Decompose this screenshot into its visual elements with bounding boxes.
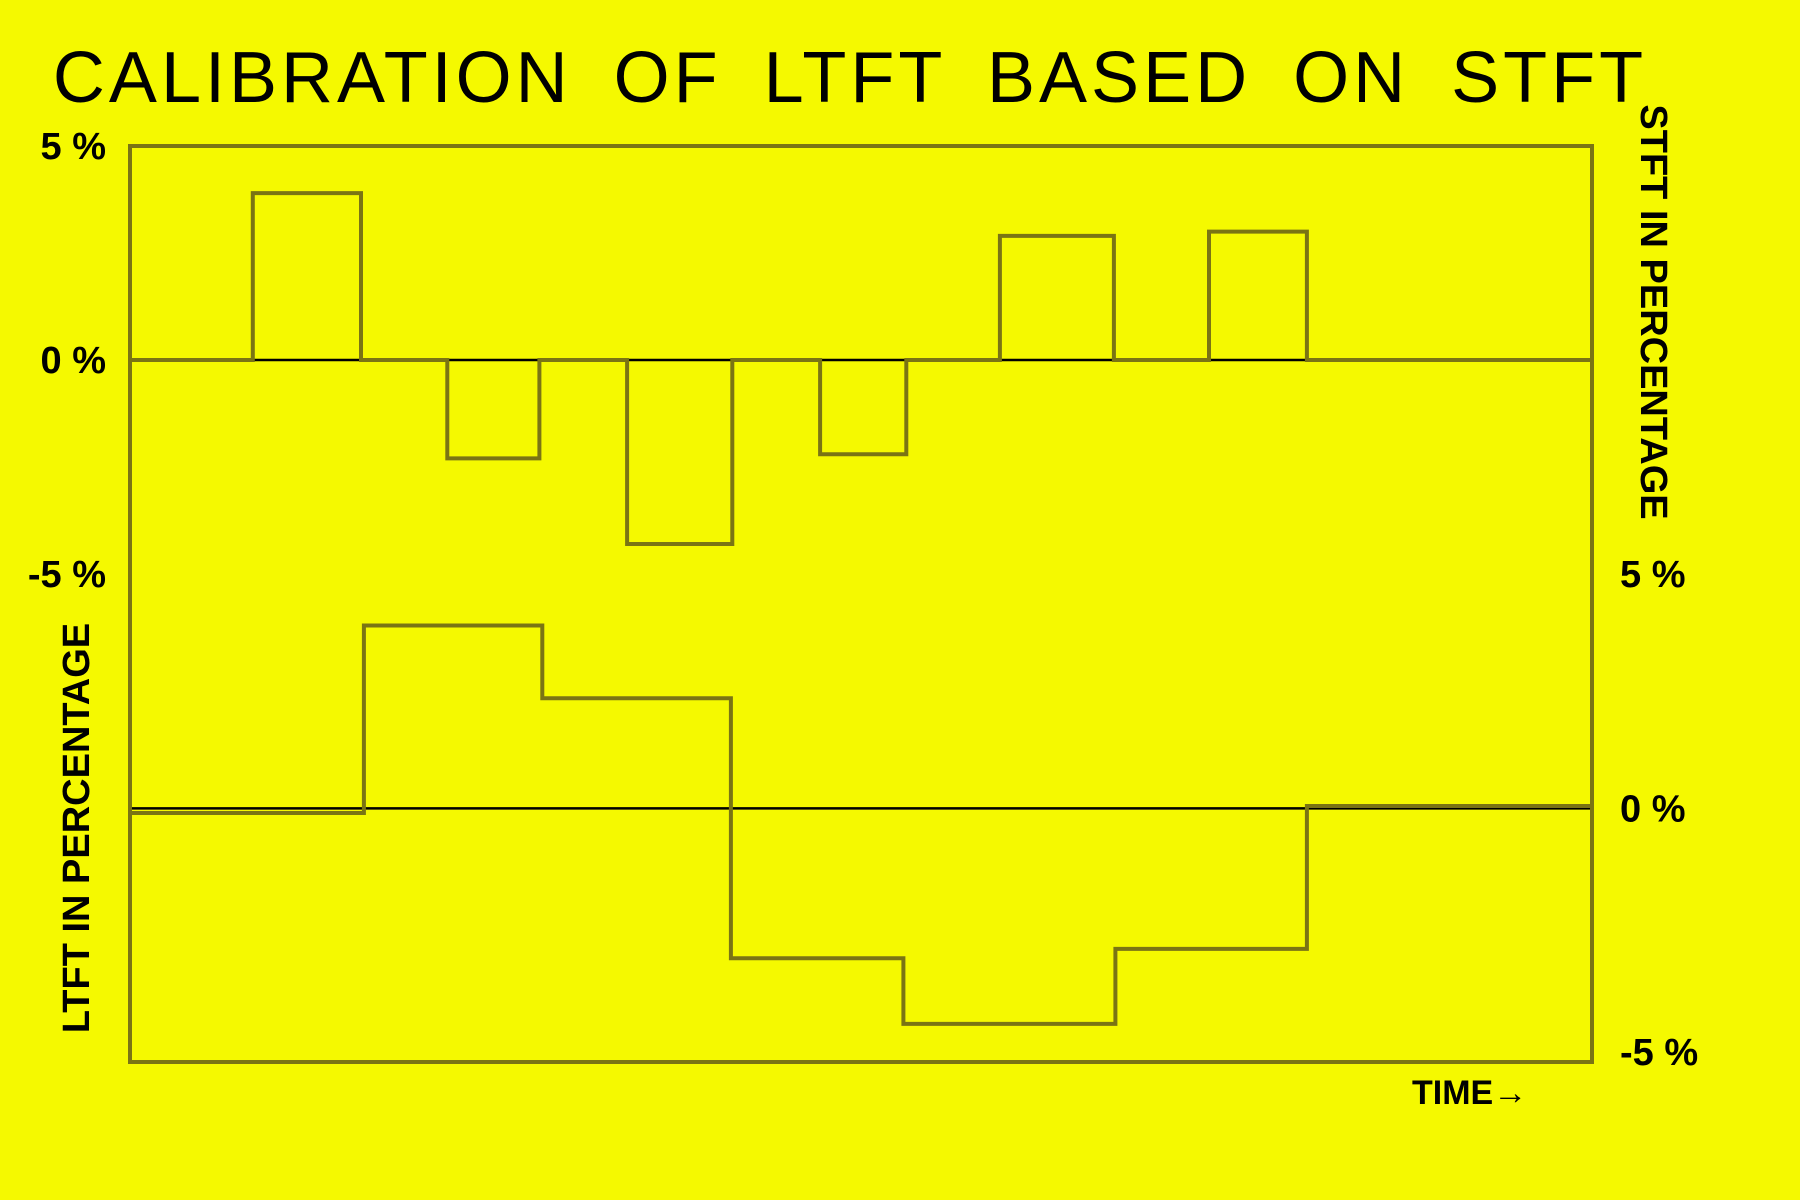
stft-tick-label: 5 % (41, 126, 106, 168)
chart-title: CALIBRATION OF LTFT BASED ON STFT (53, 38, 1647, 118)
trace-group (130, 191, 1592, 1026)
tick-labels: 5 % 0 % -5 % 5 % 0 % -5 % (28, 126, 1698, 1074)
stft-tick-label: 0 % (41, 340, 106, 382)
x-axis-label: TIME→ (1412, 1074, 1527, 1112)
plot-frame (128, 144, 1594, 1064)
ltft-tick-label: 0 % (1620, 788, 1685, 830)
stft-tick-label: -5 % (28, 554, 106, 596)
ltft-tick-label: -5 % (1620, 1032, 1698, 1074)
right-axis-title: STFT IN PERCENTAGE (1632, 104, 1674, 519)
left-axis-title: LTFT IN PERCENTAGE (56, 623, 98, 1033)
ltft-tick-label: 5 % (1620, 554, 1685, 596)
ltft-trace (130, 623, 1592, 1026)
stft-trace (130, 191, 1592, 546)
